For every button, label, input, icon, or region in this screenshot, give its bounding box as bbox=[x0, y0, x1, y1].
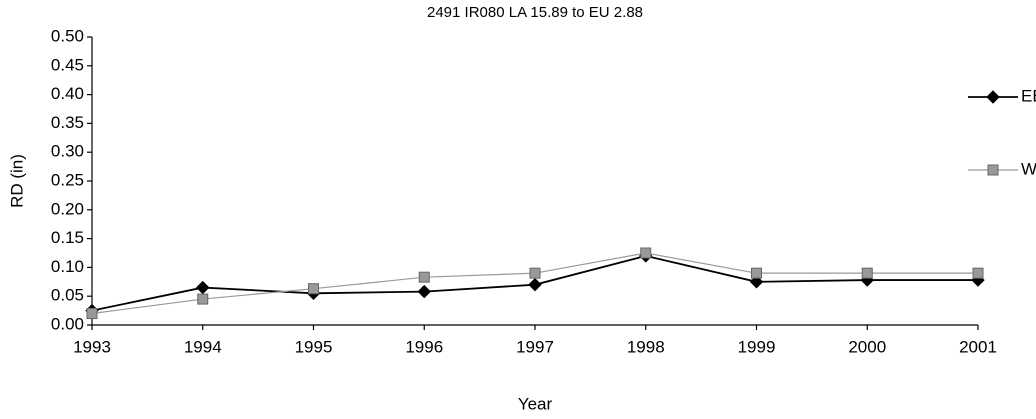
y-tick-label: 0.50 bbox=[51, 26, 84, 45]
y-tick-label: 0.30 bbox=[51, 142, 84, 161]
x-tick-label: 1997 bbox=[516, 337, 554, 356]
legend-marker bbox=[987, 164, 999, 176]
y-tick-label: 0.35 bbox=[51, 113, 84, 132]
legend-label: EB bbox=[1021, 86, 1036, 105]
x-tick-label: 2001 bbox=[959, 337, 997, 356]
data-point bbox=[529, 267, 541, 279]
y-tick-label: 0.10 bbox=[51, 257, 84, 276]
data-point bbox=[196, 280, 210, 295]
legend-label: WB bbox=[1021, 159, 1036, 178]
x-axis-label: Year bbox=[518, 394, 553, 413]
y-axis-label: RD (in) bbox=[7, 154, 26, 208]
data-point bbox=[972, 267, 984, 279]
x-tick-label: 1995 bbox=[295, 337, 333, 356]
x-tick-label: 2000 bbox=[848, 337, 886, 356]
data-point bbox=[418, 271, 430, 283]
data-point bbox=[749, 275, 764, 289]
x-tick-label: 1999 bbox=[738, 337, 776, 356]
data-point bbox=[197, 293, 209, 305]
data-point bbox=[528, 277, 542, 292]
y-tick-label: 0.25 bbox=[51, 170, 84, 189]
x-tick-label: 1994 bbox=[184, 337, 222, 356]
data-point bbox=[308, 283, 319, 295]
y-tick-label: 0.00 bbox=[51, 314, 84, 333]
x-tick-label: 1993 bbox=[73, 337, 111, 356]
y-tick-label: 0.15 bbox=[51, 228, 84, 247]
data-point bbox=[640, 247, 652, 259]
chart-title: 2491 IR080 LA 15.89 to EU 2.88 bbox=[427, 4, 643, 21]
data-point bbox=[86, 307, 98, 319]
legend-marker bbox=[986, 90, 1000, 104]
y-tick-label: 0.20 bbox=[51, 199, 84, 218]
y-tick-label: 0.05 bbox=[51, 286, 84, 305]
x-tick-label: 1996 bbox=[405, 337, 443, 356]
y-tick-label: 0.40 bbox=[51, 84, 84, 103]
data-point bbox=[751, 267, 762, 279]
data-point bbox=[861, 267, 873, 279]
data-point bbox=[417, 284, 431, 299]
y-tick-label: 0.45 bbox=[51, 55, 84, 74]
x-tick-label: 1998 bbox=[627, 337, 665, 356]
